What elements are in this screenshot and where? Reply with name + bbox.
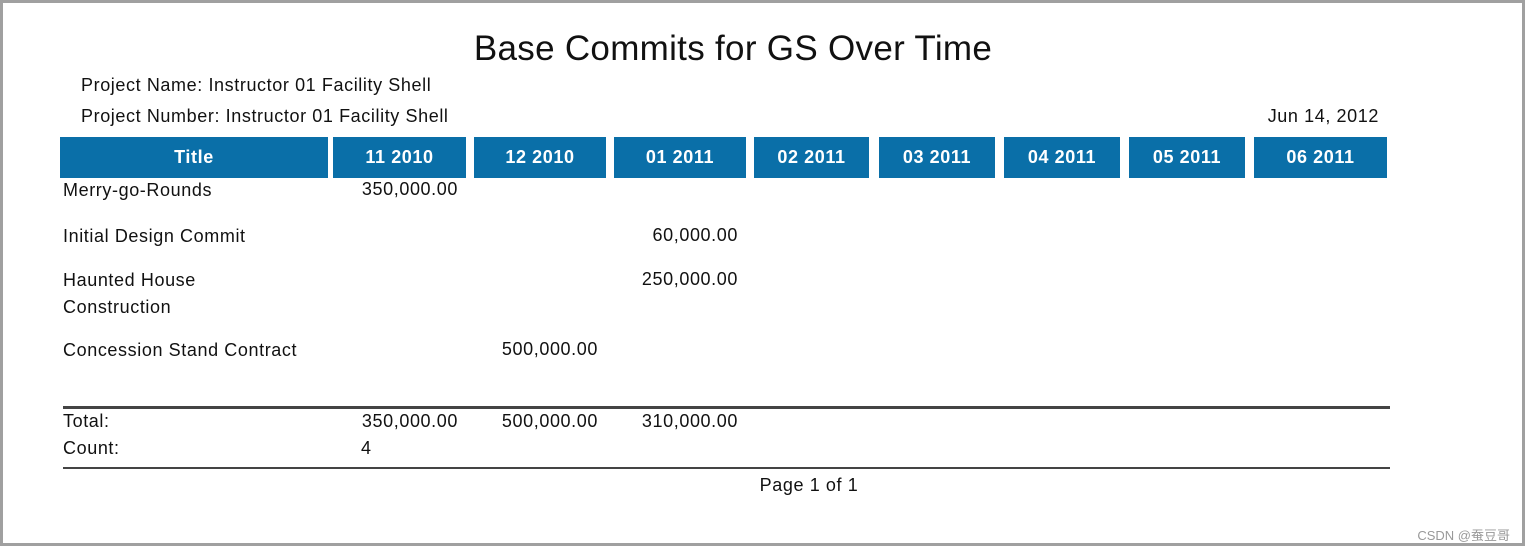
count-value: 4 (361, 438, 372, 458)
footer-rule (63, 467, 1390, 469)
column-header: 11 2010 (333, 137, 466, 178)
column-header: 01 2011 (614, 137, 746, 178)
row-title: Merry-go-Rounds (63, 180, 213, 200)
watermark: CSDN @蚕豆哥 (1417, 528, 1510, 543)
report-date: Jun 14, 2012 (1267, 106, 1379, 126)
total-value: 350,000.00 (361, 411, 458, 431)
column-header: 12 2010 (474, 137, 606, 178)
column-header: 06 2011 (1254, 137, 1387, 178)
total-value: 310,000.00 (641, 411, 738, 431)
row-title: Haunted House Construction (63, 270, 196, 317)
row-title: Initial Design Commit (63, 226, 246, 246)
column-header: 02 2011 (754, 137, 869, 178)
cell-value: 350,000.00 (361, 179, 458, 199)
column-header: 03 2011 (879, 137, 995, 178)
total-label: Total: (63, 411, 110, 431)
total-rule (63, 406, 1390, 409)
total-value: 500,000.00 (501, 411, 598, 431)
project-number: Project Number: Instructor 01 Facility S… (81, 106, 449, 126)
row-title: Concession Stand Contract (63, 340, 298, 360)
count-label: Count: (63, 438, 120, 458)
cell-value: 60,000.00 (652, 225, 738, 245)
column-header: 04 2011 (1004, 137, 1120, 178)
report-title: Base Commits for GS Over Time (473, 29, 993, 68)
project-name: Project Name: Instructor 01 Facility She… (81, 75, 432, 95)
cell-value: 500,000.00 (501, 339, 598, 359)
cell-value: 250,000.00 (641, 269, 738, 289)
page-number: Page 1 of 1 (759, 475, 859, 495)
column-header: 05 2011 (1129, 137, 1245, 178)
column-header: Title (60, 137, 328, 178)
